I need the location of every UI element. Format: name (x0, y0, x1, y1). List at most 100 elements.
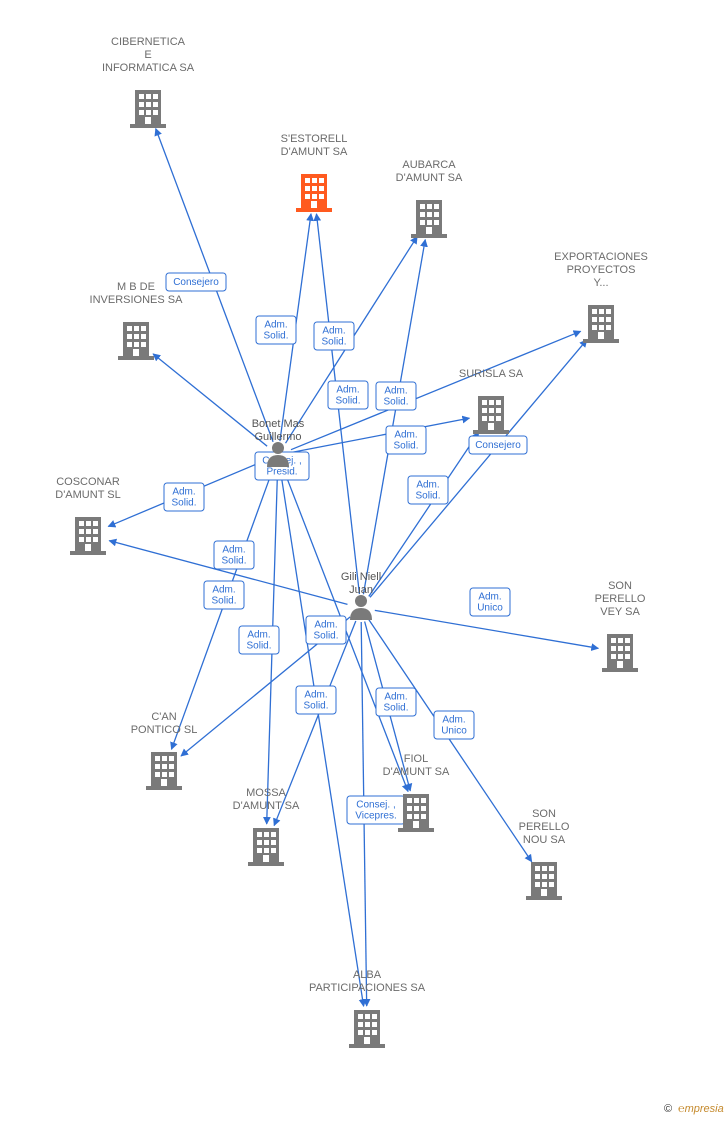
company-label: D'AMUNT SA (383, 766, 450, 778)
company-label: NOU SA (523, 834, 566, 846)
person-label: Juan (349, 584, 373, 596)
company-node-sonvey[interactable]: SONPERELLOVEY SA (595, 580, 646, 672)
svg-text:Consej. ,: Consej. , (356, 800, 395, 811)
person-label: Guillermo (254, 431, 301, 443)
building-icon (349, 1010, 385, 1048)
company-label: MOSSA (246, 787, 286, 799)
svg-text:Adm.: Adm. (314, 620, 337, 631)
svg-text:Solid.: Solid. (171, 498, 196, 509)
company-label: INVERSIONES SA (90, 294, 184, 306)
edge-label: Adm.Solid. (204, 581, 244, 609)
company-label: D'AMUNT SL (55, 489, 120, 501)
company-label: PERELLO (519, 821, 570, 833)
svg-text:Unico: Unico (477, 603, 503, 614)
company-label: PARTICIPACIONES SA (309, 982, 426, 994)
svg-text:Solid.: Solid. (221, 556, 246, 567)
svg-text:Consejero: Consejero (173, 277, 219, 288)
edge-label: Consej. ,Vicepres. (347, 796, 405, 824)
svg-text:Solid.: Solid. (303, 701, 328, 712)
edge-label: Adm.Solid. (376, 382, 416, 410)
svg-text:Solid.: Solid. (415, 491, 440, 502)
svg-text:Adm.: Adm. (394, 430, 417, 441)
svg-text:Adm.: Adm. (322, 326, 345, 337)
svg-text:Adm.: Adm. (336, 385, 359, 396)
edge (369, 620, 532, 862)
building-icon (583, 305, 619, 343)
svg-text:℮mpresia: ℮mpresia (678, 1103, 724, 1115)
building-icon (526, 862, 562, 900)
edge-label: Adm.Solid. (306, 616, 346, 644)
svg-text:Solid.: Solid. (383, 703, 408, 714)
company-node-export[interactable]: EXPORTACIONESPROYECTOSY... (554, 251, 648, 343)
svg-text:Unico: Unico (441, 726, 467, 737)
company-node-aubarca[interactable]: AUBARCAD'AMUNT SA (396, 159, 463, 238)
building-icon (296, 174, 332, 212)
person-node-gili[interactable]: Gili NiellJuan (341, 571, 381, 620)
company-label: PERELLO (595, 593, 646, 605)
edge (292, 418, 470, 452)
company-label: INFORMATICA SA (102, 62, 195, 74)
building-icon (398, 794, 434, 832)
company-label: M B DE (117, 281, 155, 293)
edge-label: Adm.Solid. (239, 626, 279, 654)
svg-text:Adm.: Adm. (384, 692, 407, 703)
edge (153, 354, 267, 446)
svg-text:Adm.: Adm. (212, 585, 235, 596)
edge-label: Adm.Solid. (314, 322, 354, 350)
company-node-mbde[interactable]: M B DEINVERSIONES SA (90, 281, 184, 360)
company-label: PROYECTOS (567, 264, 636, 276)
network-diagram: ConsejeroAdm.Solid.Adm.Solid.Adm.Solid.A… (0, 0, 728, 1125)
company-node-alba[interactable]: ALBAPARTICIPACIONES SA (309, 969, 426, 1048)
svg-text:Consejero: Consejero (475, 440, 521, 451)
company-node-sestorell[interactable]: S'ESTORELLD'AMUNT SA (281, 133, 348, 212)
svg-text:Adm.: Adm. (264, 320, 287, 331)
svg-text:Adm.: Adm. (478, 592, 501, 603)
svg-text:Adm.: Adm. (222, 545, 245, 556)
svg-text:Solid.: Solid. (393, 441, 418, 452)
building-icon (70, 517, 106, 555)
edge-label: Adm.Unico (470, 588, 510, 616)
svg-text:Solid.: Solid. (335, 396, 360, 407)
company-label: D'AMUNT SA (396, 172, 463, 184)
company-label: SON (608, 580, 632, 592)
edge-label: Consejero (469, 436, 527, 454)
company-label: PONTICO SL (131, 724, 198, 736)
building-icon (602, 634, 638, 672)
svg-text:Adm.: Adm. (384, 386, 407, 397)
building-icon (248, 828, 284, 866)
company-label: Y... (593, 277, 608, 289)
svg-text:Solid.: Solid. (263, 331, 288, 342)
svg-text:Adm.: Adm. (416, 480, 439, 491)
svg-text:Adm.: Adm. (172, 487, 195, 498)
svg-text:Solid.: Solid. (321, 337, 346, 348)
edge-label: Adm.Solid. (386, 426, 426, 454)
company-label: ALBA (353, 969, 382, 981)
svg-text:Vicepres.: Vicepres. (355, 811, 397, 822)
company-node-cosconar[interactable]: COSCONARD'AMUNT SL (55, 476, 120, 555)
company-node-surisla[interactable]: SURISLA SA (459, 368, 524, 434)
person-label: Gili Niell (341, 571, 381, 583)
svg-text:Solid.: Solid. (313, 631, 338, 642)
edge-label: Adm.Solid. (256, 316, 296, 344)
svg-text:Solid.: Solid. (246, 641, 271, 652)
company-label: AUBARCA (402, 159, 456, 171)
company-node-cibernetica[interactable]: CIBERNETICAEINFORMATICA SA (102, 36, 195, 128)
company-label: E (144, 49, 151, 61)
edge-label: Adm.Unico (434, 711, 474, 739)
edge-label: Adm.Solid. (214, 541, 254, 569)
edge-label: Adm.Solid. (164, 483, 204, 511)
company-label: EXPORTACIONES (554, 251, 648, 263)
edge (274, 621, 356, 826)
svg-text:Solid.: Solid. (211, 596, 236, 607)
edge (369, 432, 479, 596)
svg-text:Adm.: Adm. (442, 715, 465, 726)
svg-text:Adm.: Adm. (247, 630, 270, 641)
company-label: SON (532, 808, 556, 820)
edge-label: Adm.Solid. (376, 688, 416, 716)
company-label: D'AMUNT SA (281, 146, 348, 158)
svg-text:Presid.: Presid. (266, 467, 297, 478)
svg-text:Adm.: Adm. (304, 690, 327, 701)
company-node-mossa[interactable]: MOSSAD'AMUNT SA (233, 787, 300, 866)
company-label: CIBERNETICA (111, 36, 186, 48)
company-label: C'AN (151, 711, 176, 723)
